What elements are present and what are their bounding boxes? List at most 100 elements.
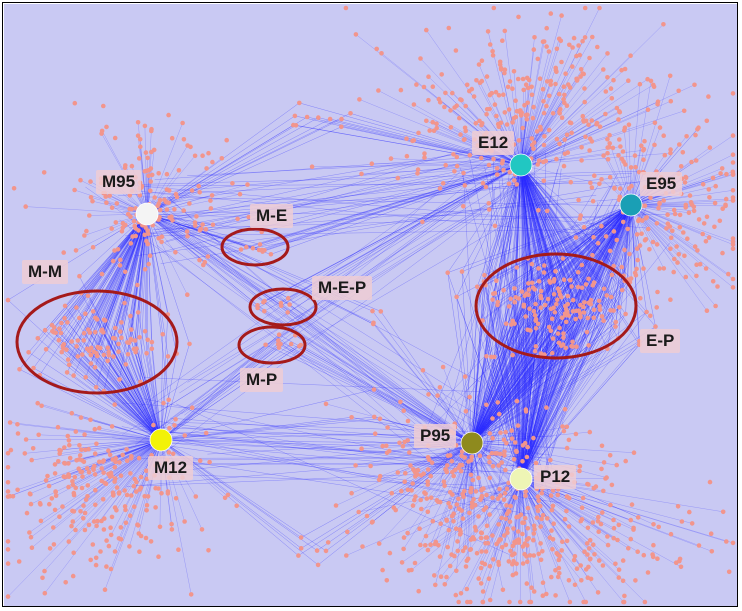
graph-node-312	[109, 424, 115, 429]
graph-node-647	[571, 35, 577, 41]
graph-node-541	[605, 75, 610, 80]
edge-1900	[176, 403, 509, 555]
graph-node-407	[165, 489, 171, 494]
edge-298	[520, 98, 613, 166]
graph-node-1356	[425, 482, 431, 487]
graph-node-1182	[360, 544, 365, 549]
edge-1205	[520, 317, 594, 480]
graph-node-772	[730, 160, 736, 165]
edge-1391	[610, 204, 632, 298]
edge-709	[515, 478, 522, 574]
graph-node-227	[117, 460, 122, 465]
graph-node-729	[504, 122, 510, 127]
graph-node-638	[493, 89, 499, 95]
edge-417	[630, 204, 734, 242]
graph-node-1770	[644, 309, 649, 315]
graph-node-1588	[106, 353, 112, 358]
edge-1839	[139, 158, 533, 240]
graph-node-607	[511, 69, 517, 74]
graph-node-1709	[532, 313, 538, 318]
graph-node-641	[421, 84, 427, 90]
graph-node-742	[440, 181, 446, 186]
graph-node-838	[684, 134, 689, 139]
graph-node-236	[70, 508, 75, 514]
edge-1715	[261, 164, 522, 233]
graph-node-1476	[534, 515, 540, 521]
graph-node-369	[108, 525, 113, 530]
graph-node-899	[633, 272, 639, 278]
graph-node-931	[700, 231, 705, 237]
graph-node-331	[203, 430, 209, 436]
graph-node-352	[99, 466, 104, 471]
graph-node-1128	[421, 471, 427, 477]
graph-node-1309	[476, 514, 481, 519]
graph-node-830	[657, 125, 663, 130]
graph-node-373	[225, 492, 231, 498]
graph-node-1832	[384, 450, 390, 456]
edge-1566	[476, 164, 522, 288]
edge-528	[466, 442, 473, 561]
graph-node-861	[667, 73, 673, 79]
edge-1953	[544, 151, 548, 477]
graph-node-841	[685, 236, 690, 241]
graph-node-576	[462, 183, 468, 188]
hub-label-m12: M12	[148, 456, 194, 480]
edge-458	[630, 204, 707, 269]
graph-node-552	[490, 49, 495, 54]
edge-1569	[476, 286, 522, 480]
graph-node-38	[181, 208, 186, 213]
graph-node-1174	[490, 416, 495, 421]
graph-node-159	[157, 214, 162, 220]
edge-1912	[488, 168, 558, 453]
graph-node-929	[664, 226, 669, 231]
graph-node-1218	[525, 444, 530, 450]
graph-node-48	[84, 228, 89, 234]
edge-377	[520, 164, 600, 185]
graph-node-1830	[372, 414, 377, 420]
graph-node-649	[395, 175, 401, 181]
graph-node-516	[548, 82, 553, 87]
graph-node-917	[683, 202, 689, 208]
graph-node-1459	[520, 531, 525, 537]
graph-node-259	[135, 523, 141, 528]
edge-1727	[280, 302, 473, 444]
graph-node-349	[7, 420, 13, 425]
edge-1833	[117, 162, 508, 197]
graph-node-1414	[651, 542, 656, 548]
graph-node-430	[56, 459, 61, 464]
graph-node-100	[146, 261, 151, 267]
graph-node-46	[138, 144, 143, 149]
graph-node-1416	[580, 495, 586, 501]
graph-node-676	[452, 169, 457, 174]
graph-node-816	[641, 146, 647, 152]
graph-node-1295	[520, 544, 526, 549]
graph-node-1772	[501, 287, 506, 293]
graph-node-1779	[512, 286, 517, 291]
graph-node-1084	[385, 425, 390, 430]
edge-229	[37, 402, 162, 441]
graph-node-953	[622, 128, 627, 133]
graph-node-242	[142, 494, 147, 499]
graph-node-1677	[653, 324, 658, 329]
edge-1414	[520, 164, 539, 269]
edge-216	[67, 435, 162, 441]
graph-node-511	[379, 51, 384, 56]
graph-node-1303	[487, 564, 493, 569]
graph-node-1553	[85, 293, 91, 299]
graph-node-1446	[556, 557, 562, 563]
edge-1624	[471, 311, 647, 444]
graph-node-1100	[550, 488, 556, 493]
graph-node-1149	[462, 374, 468, 379]
graph-node-1390	[501, 533, 507, 538]
graph-node-1279	[432, 573, 437, 578]
graph-node-1443	[524, 581, 530, 586]
graph-node-70	[78, 177, 83, 183]
graph-node-1223	[490, 464, 496, 469]
graph-node-492	[582, 35, 588, 40]
graph-node-1110	[477, 453, 483, 459]
edge-275	[520, 78, 577, 166]
graph-node-728	[467, 88, 472, 94]
edge-1639	[615, 204, 632, 323]
graph-node-422	[15, 431, 21, 436]
edge-259	[520, 110, 685, 166]
